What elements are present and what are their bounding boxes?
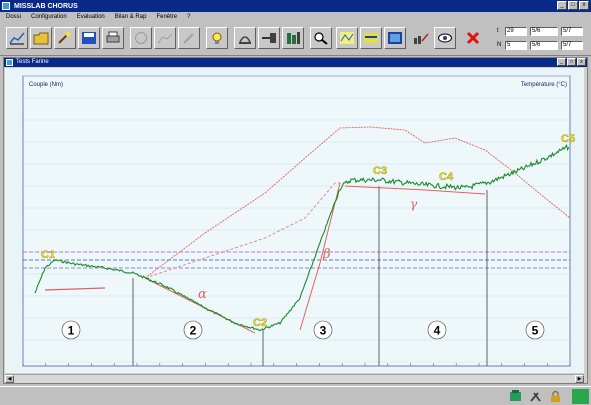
- minimize-button[interactable]: _: [557, 1, 567, 10]
- torque-curve: [34, 144, 570, 332]
- cancel-icon[interactable]: [462, 27, 484, 49]
- y-axis-right-label: Température (°C): [521, 82, 567, 88]
- phase-number: 2: [190, 324, 197, 338]
- status-bar: [0, 386, 591, 405]
- phase-badge-circle: [525, 320, 545, 340]
- status-indicator: [572, 389, 589, 404]
- export-icon[interactable]: [410, 27, 432, 49]
- display-icon[interactable]: [384, 27, 406, 49]
- readout-label: N: [497, 42, 502, 48]
- multi-icon[interactable]: [360, 27, 382, 49]
- close-button[interactable]: x: [579, 1, 589, 10]
- phase-badge-2: 2: [183, 320, 203, 340]
- save-icon[interactable]: [78, 27, 100, 49]
- menu-item-window[interactable]: Fenêtre: [156, 14, 178, 20]
- network-icon[interactable]: [508, 389, 523, 403]
- readout-value-field[interactable]: 5/7: [561, 40, 583, 50]
- menu-item-configuration[interactable]: Configuration: [31, 14, 67, 20]
- play-icon[interactable]: [234, 27, 256, 49]
- point-label-c5: C5: [561, 133, 575, 145]
- scale-icon[interactable]: [336, 27, 358, 49]
- plot-area[interactable]: Couple (Nm) Température (°C) α β γ C1 C2 C…: [5, 68, 584, 373]
- phase-number: 3: [320, 324, 327, 338]
- point-label-c1: C1: [41, 249, 55, 261]
- chart-window-title: Tests Farine: [16, 59, 49, 65]
- temperature-setpoint-curve: [144, 182, 350, 279]
- chart-svg: Couple (Nm) Température (°C) α β γ C1 C2 C…: [22, 75, 575, 367]
- phase-badge-circle: [61, 320, 81, 340]
- fit-line-gamma: [344, 185, 486, 195]
- phase-badge-circle: [183, 320, 203, 340]
- readout-value-field[interactable]: 5/6: [530, 40, 558, 50]
- beta-label: β: [322, 247, 331, 262]
- readouts-panel: t 29 5/6 5/7 N 5 5/6 5/7: [497, 25, 587, 53]
- gamma-label: γ: [410, 197, 418, 211]
- lamp-icon[interactable]: [206, 27, 228, 49]
- chart-zoom-icon[interactable]: [154, 27, 176, 49]
- menu-item-report[interactable]: Bilan & Rap: [114, 14, 147, 20]
- maximize-button[interactable]: □: [567, 58, 576, 66]
- chart-icon[interactable]: [6, 27, 28, 49]
- eye-icon[interactable]: [434, 27, 456, 49]
- phase-badge-4: 4: [427, 320, 447, 340]
- print-icon[interactable]: [102, 27, 124, 49]
- point-label-c2: C2: [253, 317, 267, 329]
- horizontal-scrollbar[interactable]: ◀ ▶: [5, 374, 584, 383]
- chart-window: Tests Farine _ □ x: [3, 57, 588, 384]
- phase-number: 4: [434, 324, 441, 338]
- folder-icon[interactable]: [30, 27, 52, 49]
- phase-badge-5: 5: [525, 320, 545, 340]
- phase-badge-circle: [313, 320, 333, 340]
- menu-item-help[interactable]: ?: [187, 14, 191, 20]
- readout-value-field[interactable]: 5/6: [530, 26, 558, 36]
- plot-frame: [22, 75, 571, 367]
- readout-value-field[interactable]: 29: [505, 26, 527, 36]
- readout-label: t: [497, 28, 499, 34]
- temperature-curve: [144, 126, 571, 279]
- arrow-icon[interactable]: [258, 27, 280, 49]
- tools-icon[interactable]: [528, 389, 543, 403]
- magnify-icon[interactable]: [310, 27, 332, 49]
- readout-value-field[interactable]: 5/7: [561, 26, 583, 36]
- close-button[interactable]: x: [577, 58, 586, 66]
- point-label-c3: C3: [373, 165, 387, 177]
- phase-badge-1: 1: [61, 320, 81, 340]
- record-icon[interactable]: [130, 27, 152, 49]
- toolbar: t 29 5/6 5/7 N 5 5/6 5/7: [0, 22, 591, 56]
- point-label-c4: C4: [439, 171, 454, 183]
- lock-icon[interactable]: [548, 389, 563, 403]
- phase-badge-circle: [427, 320, 447, 340]
- app-title: MISSLAB CHORUS: [14, 2, 78, 10]
- chart-window-title-bar: Tests Farine _ □ x: [4, 58, 587, 67]
- app-icon[interactable]: [2, 2, 10, 10]
- scroll-left-button[interactable]: ◀: [5, 375, 14, 383]
- menu-item-evaluation[interactable]: Evaluation: [76, 14, 105, 20]
- fit-line-beta: [299, 182, 341, 331]
- menu-item-file[interactable]: Dossi: [6, 14, 22, 20]
- title-bar: MISSLAB CHORUS _ □ x: [0, 0, 591, 12]
- phase-number: 1: [68, 324, 75, 338]
- readout-value-field[interactable]: 5: [505, 40, 527, 50]
- menu-bar: Dossi Configuration Evaluation Bilan & R…: [0, 12, 591, 22]
- fit-line: [44, 287, 106, 291]
- alpha-label: α: [198, 287, 207, 302]
- chart-window-icon[interactable]: [6, 59, 13, 66]
- columns-icon[interactable]: [282, 27, 304, 49]
- scroll-right-button[interactable]: ▶: [575, 375, 584, 383]
- phase-badge-3: 3: [313, 320, 333, 340]
- wizard-icon[interactable]: [54, 27, 76, 49]
- phase-number: 5: [532, 324, 539, 338]
- y-axis-left-label: Couple (Nm): [29, 82, 63, 88]
- minimize-button[interactable]: _: [557, 58, 566, 66]
- pen-icon[interactable]: [178, 27, 200, 49]
- maximize-button[interactable]: □: [568, 1, 578, 10]
